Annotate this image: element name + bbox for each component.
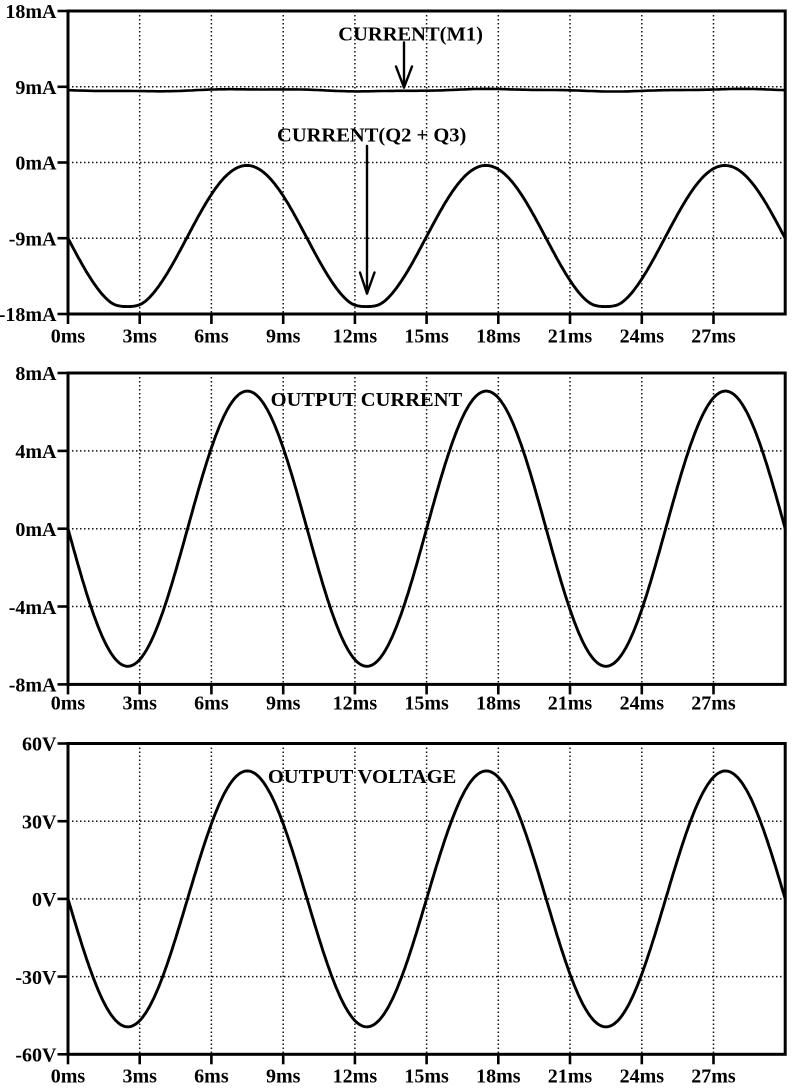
svg-text:18ms: 18ms: [476, 326, 521, 348]
svg-text:3ms: 3ms: [122, 326, 157, 348]
svg-text:0ms: 0ms: [51, 693, 86, 715]
svg-text:30V: 30V: [22, 811, 57, 833]
svg-text:6ms: 6ms: [194, 693, 229, 715]
svg-text:60V: 60V: [22, 734, 57, 756]
svg-text:3ms: 3ms: [122, 1066, 157, 1088]
svg-text:21ms: 21ms: [548, 693, 593, 715]
svg-text:-9mA: -9mA: [9, 228, 57, 250]
svg-text:0V: 0V: [32, 889, 57, 911]
svg-text:0ms: 0ms: [51, 326, 86, 348]
svg-text:4mA: 4mA: [15, 441, 57, 463]
svg-text:27ms: 27ms: [691, 326, 736, 348]
svg-text:OUTPUT CURRENT: OUTPUT CURRENT: [271, 389, 463, 411]
svg-text:18ms: 18ms: [476, 693, 521, 715]
svg-text:12ms: 12ms: [333, 693, 378, 715]
svg-text:12ms: 12ms: [333, 326, 378, 348]
svg-text:24ms: 24ms: [620, 326, 665, 348]
svg-text:27ms: 27ms: [691, 693, 736, 715]
svg-text:OUTPUT VOLTAGE: OUTPUT VOLTAGE: [268, 766, 457, 788]
svg-text:9ms: 9ms: [266, 1066, 301, 1088]
svg-text:CURRENT(M1): CURRENT(M1): [338, 24, 483, 46]
svg-text:18mA: 18mA: [5, 1, 57, 23]
svg-text:3ms: 3ms: [122, 693, 157, 715]
svg-text:0mA: 0mA: [15, 519, 57, 541]
svg-text:21ms: 21ms: [548, 1066, 593, 1088]
svg-text:18ms: 18ms: [476, 1066, 521, 1088]
svg-text:21ms: 21ms: [548, 326, 593, 348]
svg-text:9ms: 9ms: [266, 326, 301, 348]
svg-text:-18mA: -18mA: [0, 304, 57, 326]
svg-text:CURRENT(Q2 + Q3): CURRENT(Q2 + Q3): [277, 125, 466, 147]
svg-text:24ms: 24ms: [620, 1066, 665, 1088]
svg-text:6ms: 6ms: [194, 1066, 229, 1088]
svg-text:8mA: 8mA: [15, 363, 57, 385]
svg-text:15ms: 15ms: [404, 1066, 449, 1088]
svg-text:-30V: -30V: [15, 967, 57, 989]
svg-text:0ms: 0ms: [51, 1066, 86, 1088]
svg-text:27ms: 27ms: [691, 1066, 736, 1088]
svg-text:15ms: 15ms: [404, 326, 449, 348]
svg-text:15ms: 15ms: [404, 693, 449, 715]
svg-text:24ms: 24ms: [620, 693, 665, 715]
svg-text:6ms: 6ms: [194, 326, 229, 348]
svg-text:9ms: 9ms: [266, 693, 301, 715]
svg-text:0mA: 0mA: [15, 153, 57, 175]
svg-text:-8mA: -8mA: [9, 675, 57, 697]
svg-text:-60V: -60V: [15, 1045, 57, 1067]
svg-text:-4mA: -4mA: [9, 597, 57, 619]
svg-text:9mA: 9mA: [15, 77, 57, 99]
svg-text:12ms: 12ms: [333, 1066, 378, 1088]
